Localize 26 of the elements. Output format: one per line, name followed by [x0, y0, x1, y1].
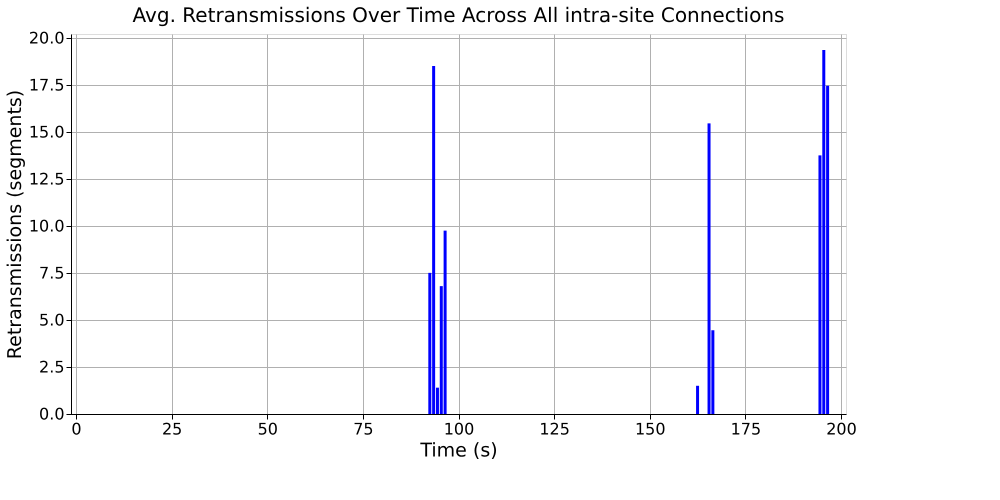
y-tick-label: 2.5	[39, 357, 64, 376]
y-tick-label: 20.0	[28, 28, 64, 48]
chart-title: Avg. Retransmissions Over Time Across All intra-site Connections	[132, 2, 784, 27]
x-tick-label: 0	[71, 420, 82, 438]
y-tick-label: 10.0	[28, 216, 64, 236]
x-tick-label: 150	[634, 420, 666, 438]
x-tick-label: 50	[258, 420, 278, 438]
x-tick-label: 125	[539, 420, 570, 438]
y-tick-label: 15.0	[28, 122, 64, 142]
x-tick-label: 100	[444, 420, 474, 438]
y-tick-label: 5.0	[39, 310, 64, 330]
x-tick-label: 25	[162, 420, 182, 438]
x-tick-label: 75	[353, 420, 374, 438]
y-tick-label: 17.5	[28, 75, 64, 94]
y-tick-label: 0.0	[39, 404, 64, 424]
x-axis-title: Time (s)	[419, 440, 498, 462]
bar	[822, 50, 826, 414]
bar	[444, 230, 447, 414]
y-tick-label: 12.5	[28, 169, 64, 188]
x-tick-label: 200	[826, 420, 857, 438]
y-axis-title: Retransmissions (segments)	[4, 90, 26, 360]
x-tick-label: 175	[730, 420, 762, 438]
bar	[432, 66, 436, 414]
y-tick-label: 7.5	[39, 263, 64, 282]
bar	[708, 123, 711, 414]
bar	[696, 386, 700, 414]
